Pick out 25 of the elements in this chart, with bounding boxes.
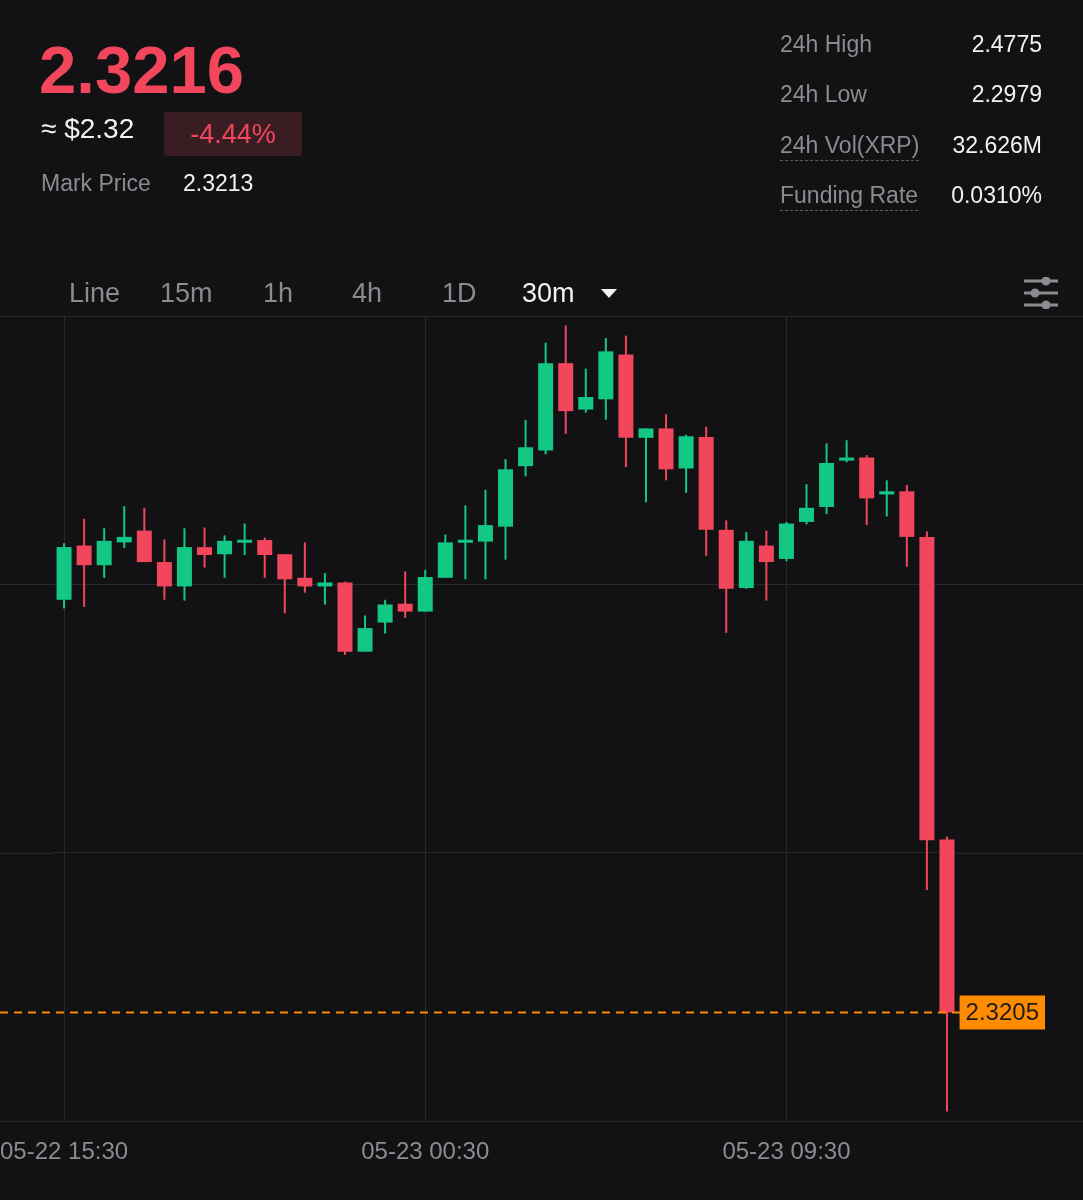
text: Mark Price [41, 169, 151, 196]
text: Line [69, 277, 121, 308]
text: 30m [522, 277, 575, 308]
candlestick [457, 505, 473, 580]
x-tick-label: 05-22 15:30 [0, 1137, 129, 1165]
annotation: 2.3205 [965, 998, 1039, 1026]
text: 2.2979 [971, 80, 1042, 107]
text: Funding Rate [780, 181, 919, 211]
text: 2.3213 [183, 169, 254, 196]
text: 24h Low [780, 80, 867, 107]
text: 24h Vol(XRP) [780, 131, 920, 161]
text: 0.0310% [951, 181, 1042, 208]
text: ≈ $2.32 [41, 113, 135, 144]
text: -4.44% [164, 112, 302, 156]
text: 1h [263, 277, 294, 308]
candlestick [879, 480, 895, 517]
chart-title: 2.3216 [39, 32, 244, 107]
text: 32.626M [952, 131, 1042, 158]
text: 24h High [780, 30, 873, 57]
text: 2.4775 [971, 30, 1042, 57]
text: 15m [160, 277, 213, 308]
text: 1D [442, 277, 477, 308]
x-tick-label: 05-23 00:30 [361, 1137, 490, 1165]
text: 4h [352, 277, 383, 308]
x-tick-label: 05-23 09:30 [722, 1137, 851, 1165]
